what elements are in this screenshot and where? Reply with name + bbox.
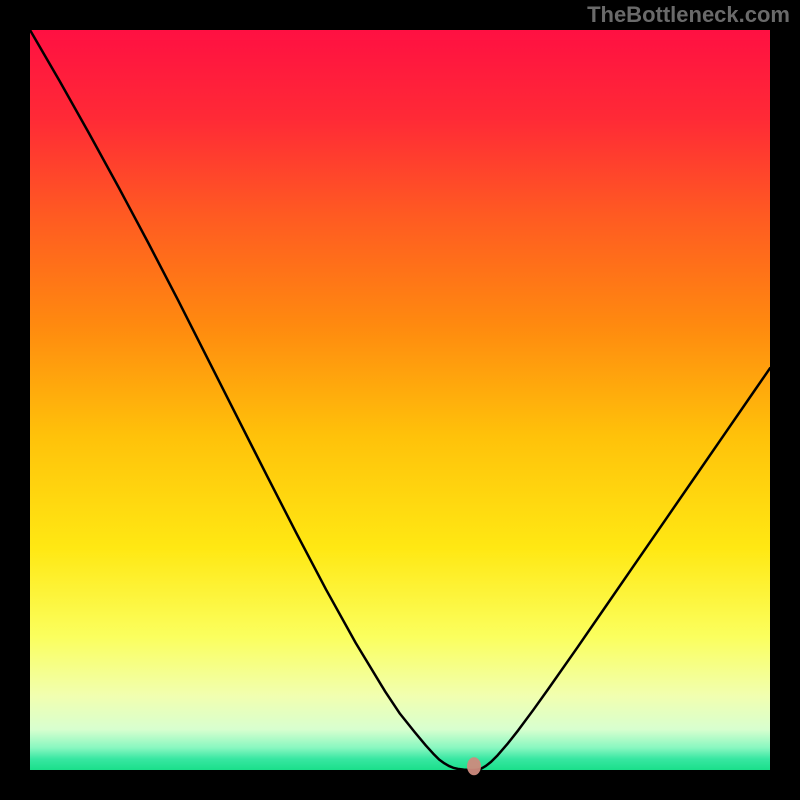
optimal-point-marker xyxy=(467,757,481,775)
bottleneck-chart xyxy=(0,0,800,800)
watermark-text: TheBottleneck.com xyxy=(587,2,790,28)
plot-background xyxy=(30,30,770,770)
